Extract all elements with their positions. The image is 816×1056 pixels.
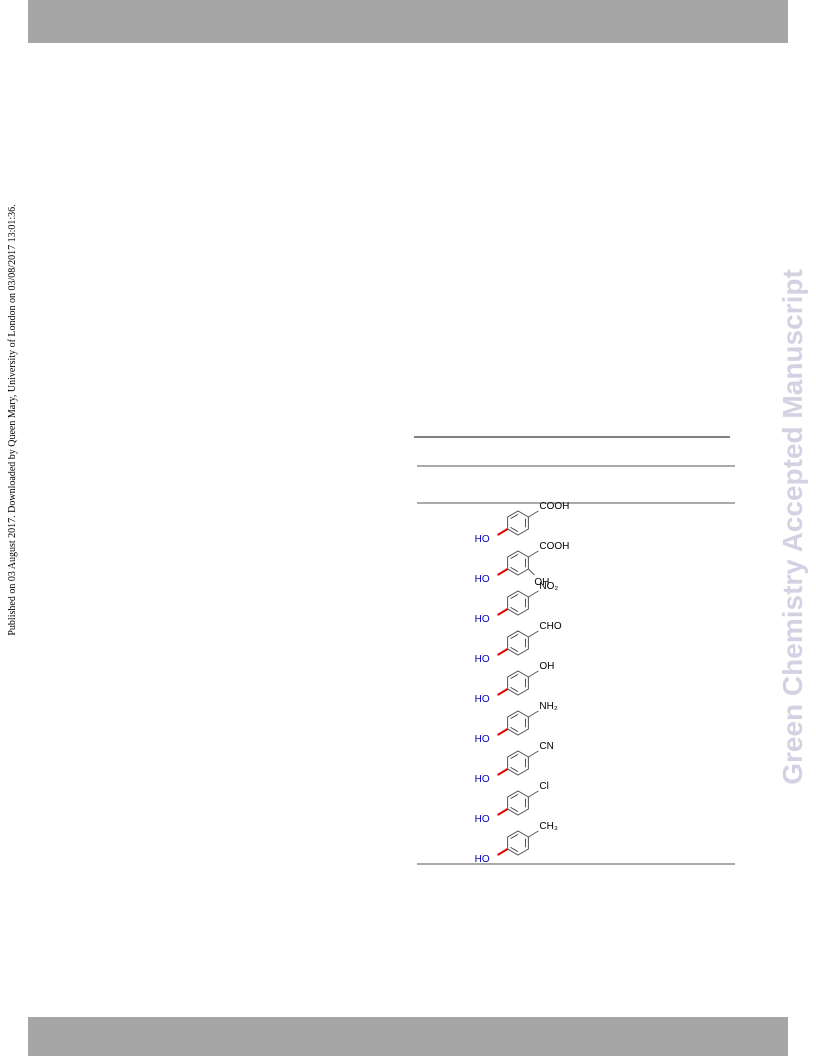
hydroxyl-bond <box>497 728 509 736</box>
hydroxyl-label: HO <box>475 774 490 785</box>
molecule: HO NH₂ <box>475 701 558 745</box>
molecule: HO COOH OH <box>475 541 570 588</box>
double-bond <box>510 686 519 693</box>
double-bond <box>510 606 519 613</box>
double-bond <box>510 673 519 680</box>
molecule: HO NO₂ <box>475 581 559 625</box>
double-bond <box>510 806 519 813</box>
molecule: HO CH₃ <box>475 821 558 865</box>
hydroxyl-label: HO <box>475 814 490 825</box>
substituent-bond <box>528 790 539 798</box>
double-bond <box>510 793 519 800</box>
double-bond <box>510 633 519 640</box>
hydroxyl-bond <box>497 768 509 776</box>
double-bond <box>510 513 519 520</box>
hydroxyl-label: HO <box>475 694 490 705</box>
substituent-label: OH <box>539 661 554 672</box>
footer-bar <box>28 1017 788 1056</box>
double-bond <box>510 766 519 773</box>
molecule: HO OH <box>475 661 555 705</box>
hydroxyl-label: HO <box>475 734 490 745</box>
double-bond <box>510 726 519 733</box>
double-bond <box>510 846 519 853</box>
double-bond <box>510 833 519 840</box>
molecule: HO COOH <box>475 501 570 545</box>
substituent-bond <box>528 510 539 518</box>
substituent-bond <box>528 550 539 558</box>
substituent-bond <box>528 630 539 638</box>
substituent-bond <box>528 830 539 838</box>
hydroxyl-bond <box>497 688 509 696</box>
hydroxyl-label: HO <box>475 534 490 545</box>
hydroxyl-bond <box>497 528 509 536</box>
molecule-list: HO COOH HO COOH OH HO NO₂ HO CHO HO OH HO NH₂ HO CN HO C… <box>475 501 570 865</box>
double-bond <box>510 753 519 760</box>
double-bond <box>510 593 519 600</box>
substituent-label: NH₂ <box>539 701 557 712</box>
substituent-label: CN <box>539 741 553 752</box>
hydroxyl-label: HO <box>475 574 490 585</box>
double-bond <box>510 526 519 533</box>
header-bar <box>28 0 788 43</box>
substituent-bond <box>528 710 539 718</box>
hydroxyl-label: HO <box>475 614 490 625</box>
substituent-label: CH₃ <box>539 821 558 832</box>
watermark: Green Chemistry Accepted Manuscript <box>777 269 808 785</box>
hydroxyl-bond <box>497 608 509 616</box>
molecule: HO CHO <box>475 621 562 665</box>
substituent-label: NO₂ <box>539 581 558 592</box>
molecule: HO CN <box>475 741 554 785</box>
double-bond <box>510 646 519 653</box>
substituent-bond <box>528 670 539 678</box>
substituent-bond <box>528 750 539 758</box>
molecule: HO Cl <box>475 781 549 825</box>
hydroxyl-bond <box>497 848 509 856</box>
hydroxyl-bond <box>497 808 509 816</box>
side-note: Published on 03 August 2017. Downloaded … <box>7 204 18 635</box>
substituent-label: COOH <box>539 501 569 512</box>
hydroxyl-bond <box>497 648 509 656</box>
substituent-label: COOH <box>539 541 569 552</box>
extra-label: OH <box>534 577 549 588</box>
double-bond <box>510 553 519 560</box>
substituent-label: CHO <box>539 621 561 632</box>
hydroxyl-label: HO <box>475 854 490 865</box>
double-bond <box>510 566 519 573</box>
hydroxyl-bond <box>497 568 509 576</box>
hydroxyl-label: HO <box>475 654 490 665</box>
substituent-label: Cl <box>539 781 548 792</box>
extra-bond <box>528 568 535 576</box>
substituent-bond <box>528 590 539 598</box>
double-bond <box>510 713 519 720</box>
